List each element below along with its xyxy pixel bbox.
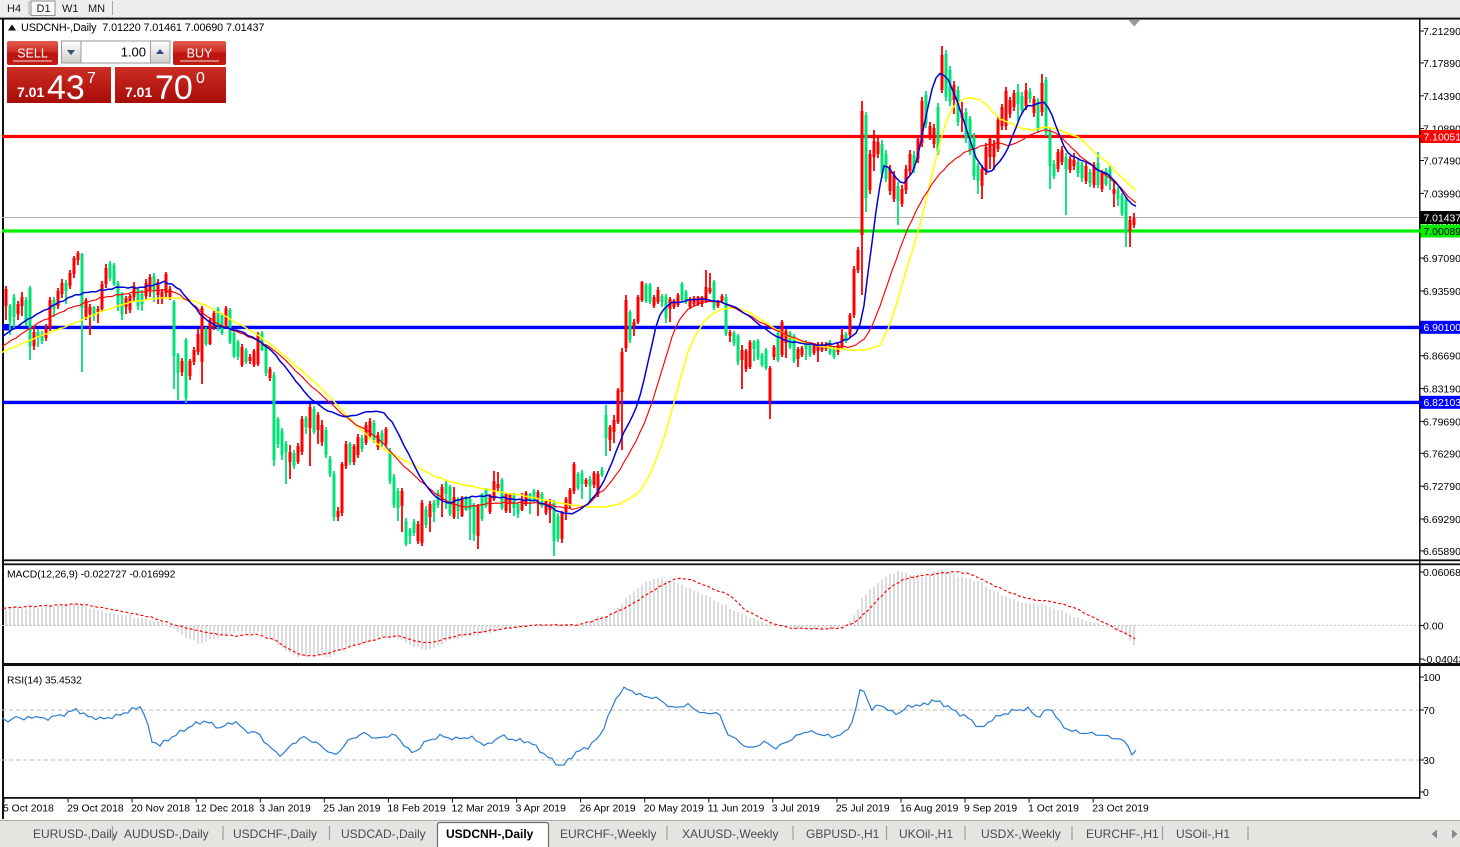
svg-text:USOil-,H1: USOil-,H1 (1176, 827, 1230, 841)
svg-text:MN: MN (88, 3, 105, 15)
svg-text:GBPUSD-,H1: GBPUSD-,H1 (806, 827, 880, 841)
svg-text:18 Feb 2019: 18 Feb 2019 (387, 804, 446, 815)
svg-text:7.01437: 7.01437 (1424, 213, 1460, 224)
svg-text:100: 100 (1423, 672, 1441, 684)
svg-text:7.03990: 7.03990 (1423, 188, 1460, 200)
svg-text:BUY: BUY (187, 47, 213, 61)
svg-text:3 Jan 2019: 3 Jan 2019 (259, 804, 311, 815)
svg-text:6.97090: 6.97090 (1423, 253, 1460, 265)
svg-text:7.00089: 7.00089 (1424, 227, 1460, 238)
svg-text:43: 43 (47, 69, 85, 107)
svg-text:6.76290: 6.76290 (1423, 448, 1460, 460)
svg-text:1.00: 1.00 (121, 45, 146, 60)
svg-text:7.14390: 7.14390 (1423, 91, 1460, 103)
svg-text:1 Oct 2019: 1 Oct 2019 (1028, 804, 1079, 815)
svg-text:6.90100: 6.90100 (1424, 323, 1460, 334)
svg-text:7.01: 7.01 (125, 84, 152, 100)
svg-text:RSI(14) 35.4532: RSI(14) 35.4532 (7, 676, 82, 687)
svg-text:H4: H4 (7, 3, 21, 15)
svg-text:7: 7 (87, 70, 96, 87)
svg-text:29 Oct 2018: 29 Oct 2018 (67, 804, 124, 815)
svg-text:25 Jan 2019: 25 Jan 2019 (323, 804, 380, 815)
svg-text:3 Apr 2019: 3 Apr 2019 (516, 804, 566, 815)
svg-text:23 Oct 2019: 23 Oct 2019 (1092, 804, 1149, 815)
svg-text:6.93590: 6.93590 (1423, 286, 1460, 298)
svg-text:9 Sep 2019: 9 Sep 2019 (964, 804, 1017, 815)
svg-text:6.86690: 6.86690 (1423, 351, 1460, 363)
svg-text:11 Jun 2019: 11 Jun 2019 (708, 804, 765, 815)
svg-text:12 Mar 2019: 12 Mar 2019 (452, 804, 511, 815)
svg-text:25 Jul 2019: 25 Jul 2019 (836, 804, 890, 815)
svg-text:7.01: 7.01 (17, 84, 44, 100)
svg-text:SELL: SELL (17, 47, 48, 61)
svg-text:XAUUSD-,Weekly: XAUUSD-,Weekly (682, 827, 778, 841)
svg-text:26 Apr 2019: 26 Apr 2019 (580, 804, 636, 815)
svg-text:-0.040433: -0.040433 (1423, 654, 1460, 666)
svg-text:3 Jul 2019: 3 Jul 2019 (772, 804, 820, 815)
svg-text:MACD(12,26,9) -0.022727 -0.016: MACD(12,26,9) -0.022727 -0.016992 (7, 570, 176, 581)
svg-text:6.82103: 6.82103 (1424, 398, 1460, 409)
svg-text:USDX-,Weekly: USDX-,Weekly (981, 827, 1061, 841)
svg-text:6.72790: 6.72790 (1423, 481, 1460, 493)
svg-text:70: 70 (155, 69, 193, 107)
svg-text:6.65890: 6.65890 (1423, 546, 1460, 558)
svg-text:D1: D1 (37, 3, 51, 15)
svg-text:0.060687: 0.060687 (1423, 567, 1460, 579)
svg-text:7.17890: 7.17890 (1423, 58, 1460, 70)
svg-text:5 Oct 2018: 5 Oct 2018 (3, 804, 54, 815)
svg-text:20 Nov 2018: 20 Nov 2018 (131, 804, 190, 815)
svg-text:USDCNH-,Daily 7.01220 7.01461: USDCNH-,Daily 7.01220 7.01461 7.00690 7.… (21, 22, 264, 34)
svg-text:6.83190: 6.83190 (1423, 384, 1460, 396)
svg-text:EURCHF-,Weekly: EURCHF-,Weekly (560, 827, 656, 841)
svg-text:7.07490: 7.07490 (1423, 156, 1460, 168)
svg-text:12 Dec 2018: 12 Dec 2018 (195, 804, 254, 815)
svg-text:AUDUSD-,Daily: AUDUSD-,Daily (124, 827, 209, 841)
svg-text:7.21290: 7.21290 (1423, 26, 1460, 38)
svg-text:6.69290: 6.69290 (1423, 514, 1460, 526)
svg-text:UKOil-,H1: UKOil-,H1 (899, 827, 953, 841)
svg-text:0: 0 (1423, 787, 1429, 799)
svg-text:EURCHF-,H1: EURCHF-,H1 (1086, 827, 1159, 841)
svg-text:USDCNH-,Daily: USDCNH-,Daily (446, 827, 534, 841)
svg-text:0.00: 0.00 (1423, 621, 1444, 633)
svg-text:16 Aug 2019: 16 Aug 2019 (900, 804, 959, 815)
svg-text:30: 30 (1423, 755, 1435, 767)
svg-text:USDCAD-,Daily: USDCAD-,Daily (341, 827, 426, 841)
svg-text:20 May 2019: 20 May 2019 (644, 804, 704, 815)
svg-text:W1: W1 (62, 3, 79, 15)
svg-text:0: 0 (196, 70, 205, 87)
svg-text:70: 70 (1423, 705, 1435, 717)
svg-text:USDCHF-,Daily: USDCHF-,Daily (233, 827, 317, 841)
svg-text:7.10051: 7.10051 (1424, 132, 1460, 143)
svg-text:6.79690: 6.79690 (1423, 416, 1460, 428)
svg-text:EURUSD-,Daily: EURUSD-,Daily (33, 827, 118, 841)
